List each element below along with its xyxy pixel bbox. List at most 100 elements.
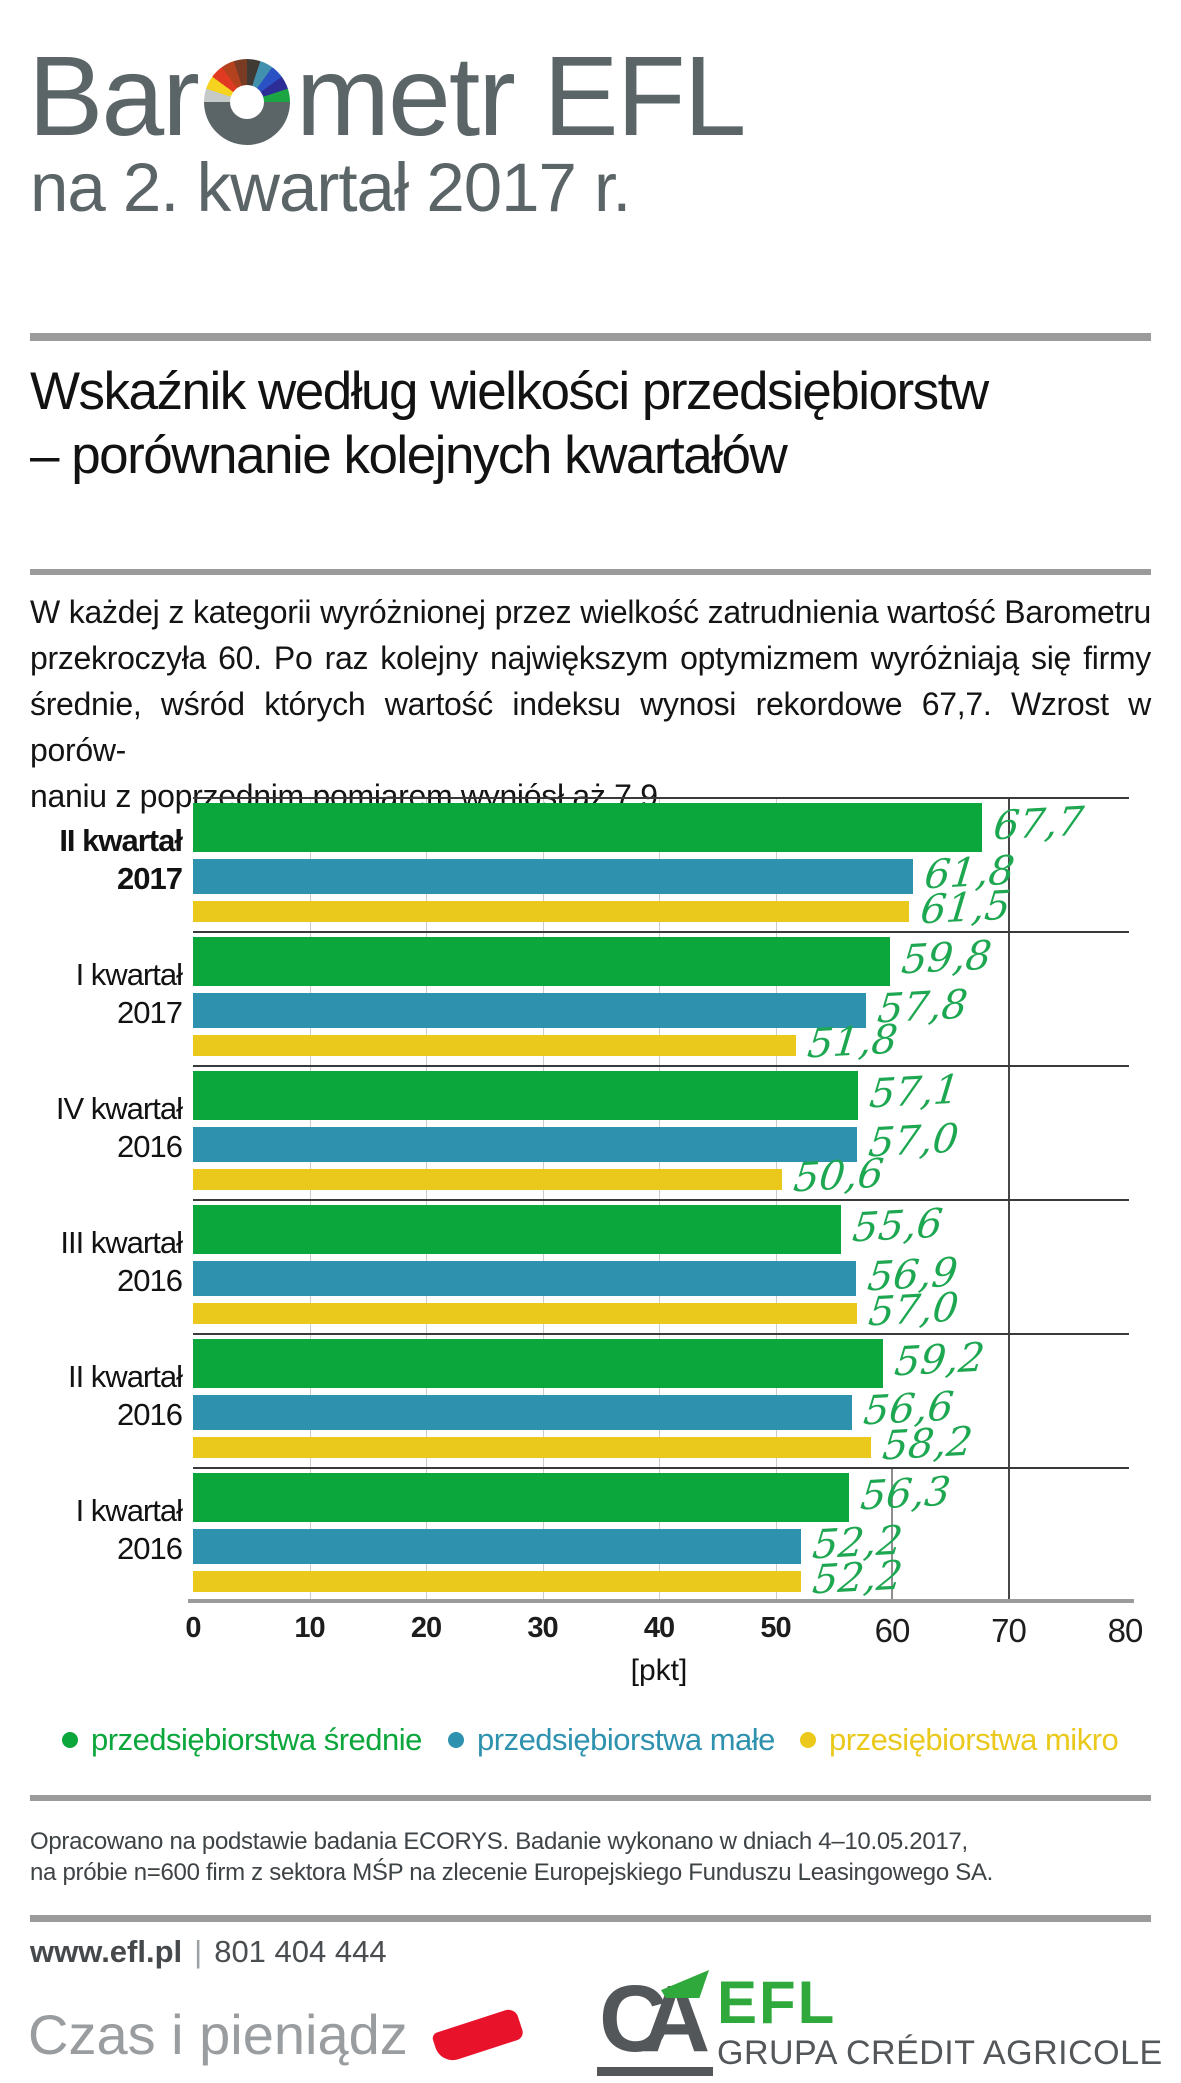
legend-label: przedsiębiorstwa małe <box>477 1722 775 1757</box>
bar <box>193 1071 859 1120</box>
ca-letters: CA <box>599 1966 710 2072</box>
title-pre: Bar <box>28 33 200 159</box>
value-label: 61,5 <box>918 882 1014 933</box>
gauge-logo-icon <box>203 59 290 145</box>
bar <box>193 937 890 986</box>
group-separator <box>193 1333 1129 1335</box>
bar <box>193 1261 856 1296</box>
tick-label: 30 <box>527 1612 558 1644</box>
intro-line: średnie, wśród których wartość indeksu w… <box>30 686 1151 768</box>
axis-line <box>188 1599 1134 1603</box>
footnote-line2: na próbie n=600 firm z sektora MŚP na zl… <box>30 1859 994 1886</box>
brand-slogan-block: Czas i pieniądz <box>28 2002 525 2067</box>
chart-top-border <box>193 797 1129 799</box>
bar <box>193 859 913 894</box>
gridline-partial <box>891 1467 893 1599</box>
bar <box>193 1529 802 1564</box>
value-label: 55,6 <box>849 1200 945 1251</box>
red-swoosh-icon <box>430 2006 525 2065</box>
bar <box>193 1169 783 1190</box>
intro-line: W każdej z kategorii wyróżnionej przez w… <box>30 594 1151 630</box>
bar <box>193 1339 883 1388</box>
gridline <box>542 797 544 1599</box>
page-title: Bar metr EFL <box>28 40 746 153</box>
bar <box>193 803 982 852</box>
gridline <box>659 797 660 1599</box>
tick-label: 20 <box>410 1612 442 1644</box>
group-separator <box>193 931 1129 933</box>
gridline <box>309 797 311 1599</box>
bar <box>193 1127 858 1162</box>
group-separator <box>193 1065 1129 1067</box>
bar <box>193 1571 802 1592</box>
gridline <box>426 797 427 1599</box>
tick-label: 40 <box>643 1612 675 1644</box>
legend-item: przedsiębiorstwa małe <box>448 1722 775 1758</box>
divider <box>30 1795 1151 1801</box>
category-label: II kwartał 2016 <box>67 1359 183 1432</box>
intro-line: przekroczyła 60. Po raz kolejny najwięks… <box>30 640 1151 676</box>
value-label: 59,2 <box>891 1334 987 1385</box>
legend-dot-icon <box>62 1732 78 1748</box>
divider <box>30 333 1151 341</box>
bar <box>193 993 867 1028</box>
group-separator <box>193 1199 1129 1201</box>
gridline <box>775 797 777 1599</box>
bar <box>193 1437 872 1458</box>
ca-monogram-icon: CA <box>597 1970 715 2076</box>
title-post: metr EFL <box>295 33 747 159</box>
divider <box>30 1915 1151 1922</box>
divider <box>30 569 1151 575</box>
footnote: Opracowano na podstawie badania ECORYS. … <box>30 1826 993 1888</box>
value-label: 50,6 <box>791 1150 887 1201</box>
category-label: III kwartał 2016 <box>60 1225 183 1298</box>
efl-wordmark: EFL <box>717 1969 837 2036</box>
intro-paragraph: W każdej z kategorii wyróżnionej przez w… <box>30 589 1151 819</box>
pkt-label: [pkt] <box>630 1654 688 1687</box>
gridline-dark <box>1007 797 1010 1599</box>
tick-label: 70 <box>991 1612 1027 1649</box>
category-label: II kwartał 2017 <box>59 823 183 896</box>
section-subtitle: Wskaźnik według wielkości przedsiębiorst… <box>30 360 989 488</box>
subtitle-line2: – porównanie kolejnych kwartałów <box>30 426 788 485</box>
contact-line: www.efl.pl | 801 404 444 <box>30 1934 387 1970</box>
value-label: 57,0 <box>866 1284 961 1335</box>
legend-label: przesiębiorstwa mikro <box>829 1722 1119 1757</box>
tick-label: 60 <box>874 1612 911 1649</box>
monogram-underline <box>597 2067 713 2076</box>
footnote-line1: Opracowano na podstawie badania ECORYS. … <box>30 1828 968 1855</box>
bar <box>193 901 910 922</box>
legend-item: przesiębiorstwa mikro <box>800 1722 1119 1758</box>
bar <box>193 1303 858 1324</box>
legend-dot-icon <box>800 1732 816 1748</box>
bar <box>193 1395 853 1430</box>
website-link[interactable]: www.efl.pl <box>30 1934 183 1969</box>
value-label: 52,2 <box>810 1552 905 1603</box>
value-label: 58,2 <box>880 1418 975 1469</box>
legend-item: przedsiębiorstwa średnie <box>62 1722 422 1758</box>
tick-label: 50 <box>760 1612 791 1644</box>
category-label: I kwartał 2017 <box>75 957 183 1030</box>
bar <box>193 1205 841 1254</box>
value-label: 56,3 <box>858 1468 953 1519</box>
value-label: 51,8 <box>805 1016 901 1067</box>
tick-label: 0 <box>185 1612 201 1644</box>
group-separator <box>193 1467 1129 1469</box>
phone-number: 801 404 444 <box>214 1934 387 1969</box>
bar <box>193 1035 797 1056</box>
category-label: IV kwartał 2016 <box>55 1091 183 1164</box>
subtitle-line1: Wskaźnik według wielkości przedsiębiorst… <box>30 362 989 421</box>
tick-label: 10 <box>294 1612 325 1644</box>
value-label: 67,7 <box>990 798 1086 849</box>
bar <box>193 1473 849 1522</box>
efl-group-name: GRUPA CRÉDIT AGRICOLE <box>717 2034 1163 2072</box>
contact-divider: | <box>194 1934 203 1969</box>
brand-slogan: Czas i pieniądz <box>28 2003 408 2066</box>
efl-logo: CA EFL GRUPA CRÉDIT AGRICOLE <box>585 1969 1162 2076</box>
value-label: 59,8 <box>898 932 994 983</box>
legend-label: przedsiębiorstwa średnie <box>91 1722 422 1757</box>
value-label: 57,1 <box>867 1066 963 1117</box>
tick-label: 80 <box>1107 1612 1144 1649</box>
